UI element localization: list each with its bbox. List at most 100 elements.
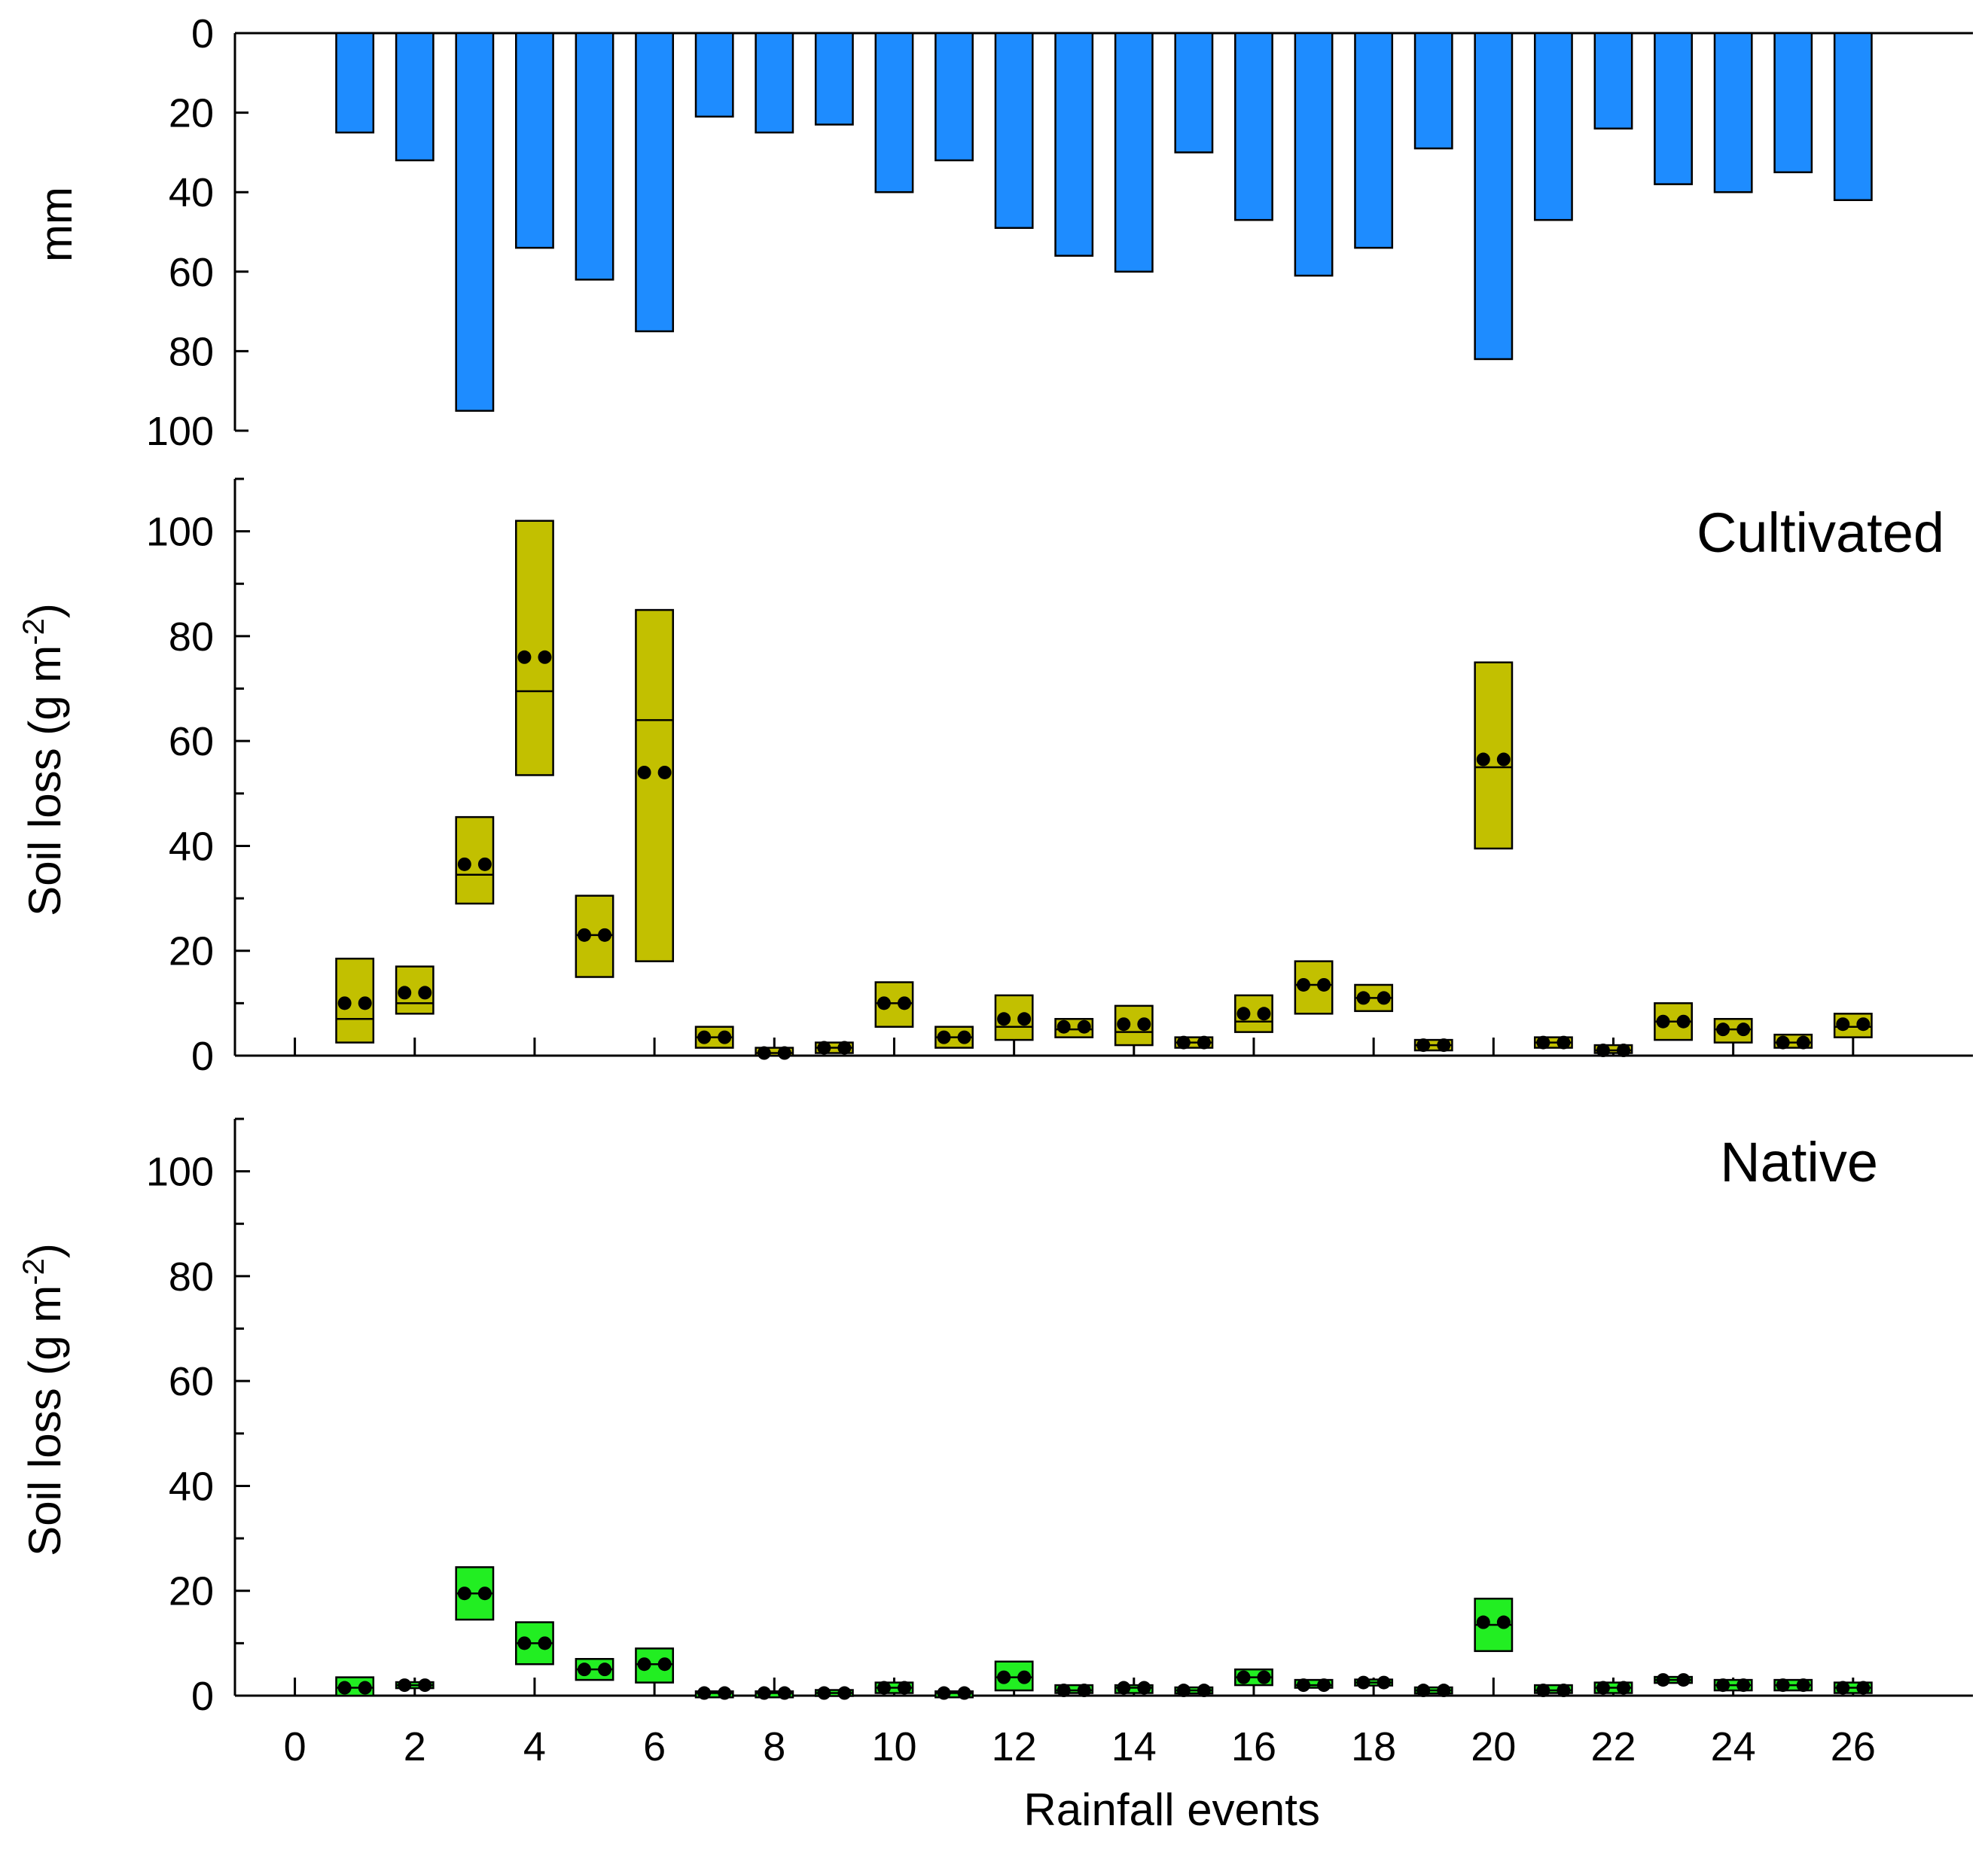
native-mean-point (598, 1663, 612, 1677)
native-box (1533, 1684, 1573, 1694)
cultivated-mean-point (1137, 1017, 1151, 1032)
native-y-tick-label: 40 (169, 1464, 214, 1509)
native-mean-point (657, 1657, 672, 1672)
cultivated-mean-point (1197, 1035, 1211, 1050)
cultivated-y-tick-label: 60 (169, 719, 214, 764)
native-x-tick-label: 20 (1471, 1724, 1516, 1769)
cultivated-mean-point (1656, 1014, 1670, 1029)
native-y-axis-title-close: ) (20, 1243, 70, 1258)
native-mean-point (1796, 1678, 1810, 1693)
cultivated-mean-point (817, 1041, 831, 1055)
native-box (1114, 1684, 1154, 1694)
rain-bar (335, 32, 375, 134)
native-y-axis-title-main: Soil loss (g m (20, 1285, 70, 1556)
cultivated-mean-point (1557, 1035, 1571, 1050)
rain-y-tick-label: 0 (191, 11, 214, 56)
cultivated-y-tick-label: 40 (169, 824, 214, 869)
rain-bar (874, 32, 914, 194)
native-mean-point (897, 1681, 911, 1695)
native-mean-point (757, 1686, 771, 1700)
native-mean-point (1496, 1615, 1511, 1629)
cultivated-mean-point (358, 996, 372, 1010)
native-mean-point (1377, 1675, 1391, 1690)
native-mean-point (937, 1686, 951, 1700)
rain-y-tick-label: 100 (146, 409, 214, 454)
native-mean-point (837, 1686, 852, 1700)
native-x-tick-label: 8 (763, 1724, 785, 1769)
native-box (755, 1690, 794, 1699)
cultivated-mean-point (1856, 1017, 1871, 1032)
cultivated-mean-point (1416, 1038, 1431, 1053)
native-x-tick-label: 10 (871, 1724, 916, 1769)
rain-bar (395, 32, 434, 162)
native-x-tick-label: 16 (1231, 1724, 1276, 1769)
native-mean-point (337, 1681, 352, 1695)
cultivated-box (1593, 1044, 1633, 1054)
native-mean-point (1117, 1681, 1131, 1695)
native-mean-point (1197, 1684, 1211, 1698)
native-mean-point (1297, 1678, 1311, 1693)
cultivated-y-tick-label: 20 (169, 929, 214, 974)
native-box (1054, 1684, 1094, 1694)
rain-bar (1474, 32, 1514, 361)
rain-bar (515, 32, 554, 249)
native-mean-point (1257, 1670, 1271, 1684)
rain-bar (1234, 32, 1273, 221)
cultivated-mean-point (637, 765, 651, 779)
native-mean-point (1557, 1684, 1571, 1698)
rain-bar (694, 32, 734, 118)
cultivated-mean-point (957, 1030, 971, 1044)
native-mean-point (1536, 1684, 1550, 1698)
native-mean-point (358, 1681, 372, 1695)
cultivated-mean-point (1796, 1035, 1810, 1050)
cultivated-mean-point (877, 996, 891, 1010)
cultivated-panel: 0 20 40 60 80 100 Soil loss (g m-2) Cultivated (17, 477, 1973, 1079)
cultivated-mean-point (1496, 752, 1511, 767)
cultivated-mean-point (457, 857, 471, 871)
native-mean-point (1317, 1678, 1331, 1693)
native-box (935, 1690, 974, 1699)
native-y-tick-label: 80 (169, 1254, 214, 1300)
native-x-tick-label: 22 (1590, 1724, 1636, 1769)
cultivated-mean-point (1776, 1035, 1790, 1050)
cultivated-mean-point (937, 1030, 951, 1044)
native-mean-point (997, 1670, 1011, 1684)
rain-bar (1713, 32, 1753, 194)
native-x-tick-label: 4 (523, 1724, 546, 1769)
native-mean-point (1176, 1684, 1191, 1698)
cultivated-box (515, 520, 554, 776)
rain-bar (1773, 32, 1813, 174)
cultivated-y-axis-title: Soil loss (g m-2) (17, 603, 70, 916)
native-mean-point (477, 1586, 492, 1601)
native-mean-point (1776, 1678, 1790, 1693)
native-mean-point (577, 1663, 591, 1677)
rain-bar (1054, 32, 1094, 257)
cultivated-mean-point (657, 765, 672, 779)
cultivated-mean-point (398, 986, 412, 1000)
rain-bar (575, 32, 614, 281)
rain-bar (935, 32, 974, 162)
cultivated-mean-point (1617, 1044, 1631, 1058)
native-mean-point (1236, 1670, 1251, 1684)
native-mean-point (718, 1686, 732, 1700)
native-mean-point (517, 1636, 532, 1650)
native-x-tick-label: 6 (643, 1724, 666, 1769)
cultivated-y-axis-title-sup: -2 (17, 618, 50, 645)
cultivated-y-axis-title-close: ) (20, 603, 70, 618)
cultivated-mean-point (1236, 1007, 1251, 1021)
rain-y-tick-label: 80 (169, 329, 214, 374)
rain-bar (1174, 32, 1214, 154)
native-x-axis-title: Rainfall events (1023, 1784, 1320, 1835)
cultivated-panel-label: Cultivated (1697, 501, 1944, 564)
cultivated-mean-point (1257, 1007, 1271, 1021)
rain-bar (1593, 32, 1633, 130)
cultivated-y-tick-label: 100 (146, 510, 214, 555)
cultivated-mean-point (1716, 1023, 1730, 1037)
native-mean-point (877, 1681, 891, 1695)
native-mean-point (1416, 1684, 1431, 1698)
rain-bar (1833, 32, 1873, 202)
cultivated-mean-point (1736, 1023, 1751, 1037)
cultivated-mean-point (897, 996, 911, 1010)
native-y-tick-label: 20 (169, 1569, 214, 1614)
native-y-tick-label: 0 (191, 1674, 214, 1719)
